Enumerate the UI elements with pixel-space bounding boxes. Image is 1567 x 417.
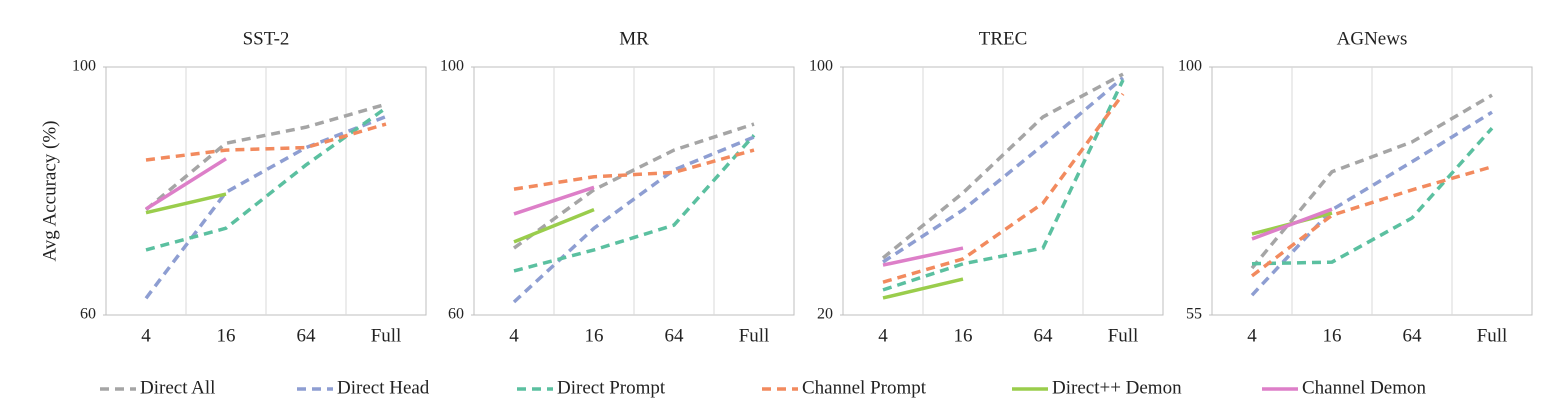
x-tick-label: Full (1108, 325, 1139, 346)
y-tick-label: 100 (440, 58, 464, 75)
series-line (1251, 127, 1494, 266)
x-tick-label: 64 (1403, 325, 1423, 346)
series-line (513, 185, 595, 216)
y-tick-label: 60 (448, 306, 464, 323)
y-tick-label: 55 (1186, 306, 1202, 323)
legend-label: Direct All (140, 377, 215, 398)
y-axis-label: Avg Accuracy (%) (39, 120, 60, 261)
series-line (882, 79, 1125, 292)
x-tick-label: 16 (1323, 325, 1342, 346)
series-line (513, 134, 756, 273)
series-line (1251, 207, 1333, 241)
series-line (1250, 93, 1493, 270)
x-tick-label: 16 (954, 325, 973, 346)
y-tick-label: 100 (1178, 58, 1202, 75)
x-tick-label: 64 (1034, 325, 1054, 346)
subplot-title: SST-2 (243, 28, 290, 49)
x-tick-label: Full (1477, 325, 1508, 346)
series-line (513, 207, 595, 244)
series-line (145, 157, 227, 211)
legend-label: Channel Prompt (802, 377, 927, 398)
series-line (145, 122, 387, 162)
series-line (1250, 165, 1493, 278)
series-line (882, 277, 964, 300)
legend-label: Direct Head (337, 377, 430, 398)
series-line (881, 72, 1124, 260)
x-tick-label: 4 (878, 325, 888, 346)
y-tick-label: 20 (817, 306, 833, 323)
x-tick-label: Full (739, 325, 770, 346)
subplot-title: AGNews (1337, 28, 1408, 49)
legend-label: Direct Prompt (557, 377, 666, 398)
series-line (1250, 110, 1493, 297)
y-tick-label: 60 (80, 306, 96, 323)
y-tick-label: 100 (72, 58, 96, 75)
legend-label: Direct++ Demon (1052, 377, 1182, 398)
x-tick-label: 16 (217, 325, 236, 346)
x-tick-label: 64 (665, 325, 685, 346)
subplot-title: TREC (979, 28, 1028, 49)
series-line (882, 76, 1125, 264)
x-tick-label: 4 (141, 325, 151, 346)
x-tick-label: Full (371, 325, 402, 346)
x-tick-label: 4 (509, 325, 519, 346)
series-line (882, 92, 1125, 284)
subplot-title: MR (619, 28, 649, 49)
x-tick-label: 16 (585, 325, 604, 346)
series-line (512, 122, 755, 250)
series-line (144, 114, 387, 300)
legend-label: Channel Demon (1302, 377, 1427, 398)
series-line (145, 192, 227, 215)
series-line (513, 148, 755, 191)
x-tick-label: 64 (297, 325, 317, 346)
x-tick-label: 4 (1247, 325, 1257, 346)
series-line (882, 246, 964, 267)
y-tick-label: 100 (809, 58, 833, 75)
series-line (144, 102, 387, 211)
series-line (512, 135, 755, 304)
